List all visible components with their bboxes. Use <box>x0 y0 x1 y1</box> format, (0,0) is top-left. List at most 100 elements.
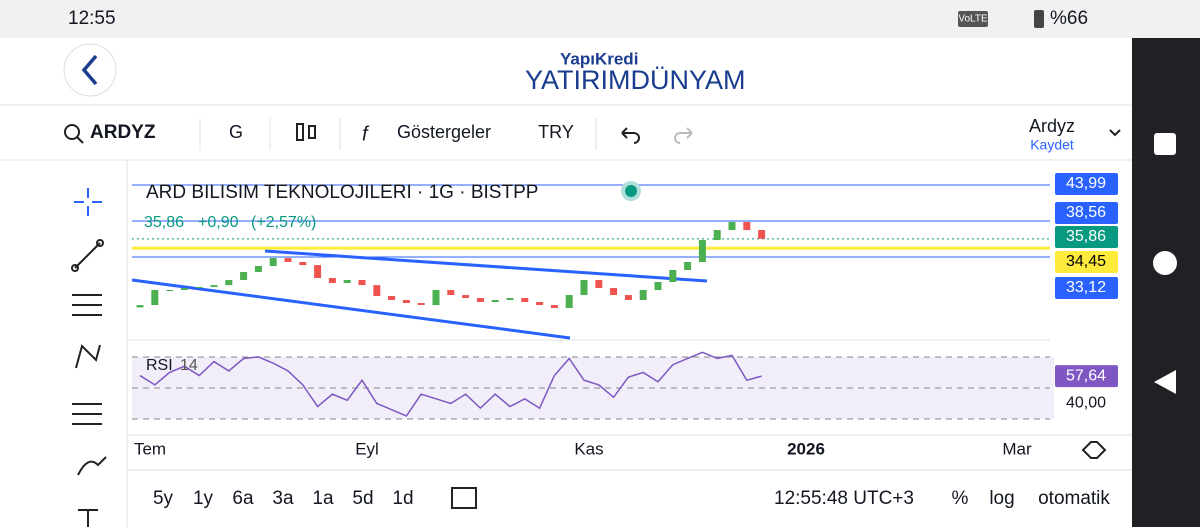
candle <box>432 290 440 306</box>
candle <box>284 258 292 263</box>
rsi-line <box>139 351 762 417</box>
candle <box>624 295 632 301</box>
interval[interactable]: G <box>229 122 243 142</box>
price-label: 33,12 <box>1066 279 1106 296</box>
candle <box>314 265 322 279</box>
price-label-bg <box>1055 173 1118 195</box>
trendline <box>264 249 708 283</box>
date-range[interactable] <box>451 487 477 509</box>
layout-name[interactable]: Ardyz <box>1029 116 1075 136</box>
candle <box>565 295 573 309</box>
redo[interactable] <box>674 127 693 144</box>
candle <box>402 300 410 303</box>
battery-icon <box>1034 10 1044 28</box>
candle <box>684 262 692 271</box>
rsi-name: RSI <box>146 357 173 374</box>
candle <box>151 290 159 306</box>
x-label: 2026 <box>787 439 825 458</box>
battery: %66 <box>1050 8 1088 29</box>
settings[interactable] <box>1081 441 1107 459</box>
nav-recent[interactable] <box>1154 133 1176 155</box>
candle-icon[interactable] <box>296 123 304 141</box>
x-label: Tem <box>134 439 166 458</box>
candle <box>728 222 736 231</box>
candle <box>388 296 396 301</box>
search-icon <box>76 136 84 144</box>
candle <box>328 278 336 283</box>
period-button[interactable]: 5d <box>352 488 373 509</box>
candle <box>462 295 470 299</box>
candle <box>654 281 662 291</box>
rsi-label: 40,00 <box>1066 395 1106 412</box>
period-button[interactable]: 3a <box>272 488 294 509</box>
candle <box>491 300 499 302</box>
back-button[interactable] <box>63 43 117 97</box>
search-icon <box>64 124 80 140</box>
price-label-bg <box>1055 251 1118 273</box>
candle <box>639 290 647 301</box>
candle <box>521 298 529 302</box>
clock: 12:55:48 UTC+3 <box>774 488 914 509</box>
save[interactable]: Kaydet <box>1030 137 1074 153</box>
price-label: 34,45 <box>1066 253 1106 270</box>
rsi-period: 14 <box>180 357 198 374</box>
candle <box>180 288 188 291</box>
back-arrow <box>81 54 98 86</box>
period-button[interactable]: 1a <box>312 488 334 509</box>
dropdown[interactable] <box>1109 129 1121 137</box>
rsi-label-bg <box>1055 365 1118 388</box>
app-name: YATIRIMDÜNYAM <box>525 65 746 95</box>
candle <box>698 240 706 263</box>
rsi-label: 57,64 <box>1066 367 1106 384</box>
period-button[interactable]: 5y <box>153 488 174 509</box>
candle <box>610 288 618 296</box>
indicators[interactable]: Göstergeler <box>397 122 491 142</box>
candle-icon <box>308 125 316 139</box>
x-label: Eyl <box>355 439 379 458</box>
candle <box>299 262 307 266</box>
x-label: Mar <box>1002 439 1032 458</box>
brand: YapıKredi <box>560 49 638 68</box>
change: +0,90 <box>198 214 239 231</box>
candle <box>136 305 144 308</box>
candle <box>550 305 558 309</box>
candle <box>343 280 351 283</box>
candle <box>254 266 262 272</box>
period-button[interactable]: 6a <box>232 488 254 509</box>
candle <box>373 285 381 297</box>
candle <box>195 287 203 289</box>
period-button[interactable]: 1y <box>193 488 214 509</box>
nav-home[interactable] <box>1153 251 1177 275</box>
volte-badge <box>958 11 988 27</box>
network: VoLTE <box>958 14 988 25</box>
candle <box>269 258 277 267</box>
nav-back[interactable] <box>1154 370 1176 394</box>
chart: 43,99 38,56 35,86 34,45 33,12 ARD BILISIM TEK… <box>131 173 1118 458</box>
candle <box>225 280 233 286</box>
auto-toggle[interactable]: otomatik <box>1038 488 1110 509</box>
period-bar: 5y 1y 6a 3a 1a 5d 1d <box>153 488 414 509</box>
trendline <box>131 278 571 340</box>
drawing-tools <box>71 188 107 527</box>
candle <box>536 301 544 306</box>
symbol[interactable]: ARDYZ <box>90 122 156 143</box>
candle <box>595 280 603 289</box>
price-label-bg <box>1055 226 1118 248</box>
candle <box>166 290 174 292</box>
currency[interactable]: TRY <box>538 122 574 142</box>
status-time: 12:55 <box>68 8 116 29</box>
candle <box>669 270 677 282</box>
nav-bar <box>1132 38 1200 527</box>
x-label: Kas <box>574 439 603 458</box>
period-button[interactable]: 1d <box>392 488 413 509</box>
candle <box>417 302 425 306</box>
percent-toggle[interactable]: % <box>952 488 969 509</box>
chart-title: ARD BILISIM TEKNOLOJILERI · 1G · BISTPP <box>146 182 538 203</box>
status-bar <box>0 0 1200 38</box>
log-toggle[interactable]: log <box>989 488 1014 509</box>
price-label: 43,99 <box>1066 175 1106 192</box>
change-pct: (+2,57%) <box>251 214 316 231</box>
undo[interactable] <box>621 127 640 144</box>
